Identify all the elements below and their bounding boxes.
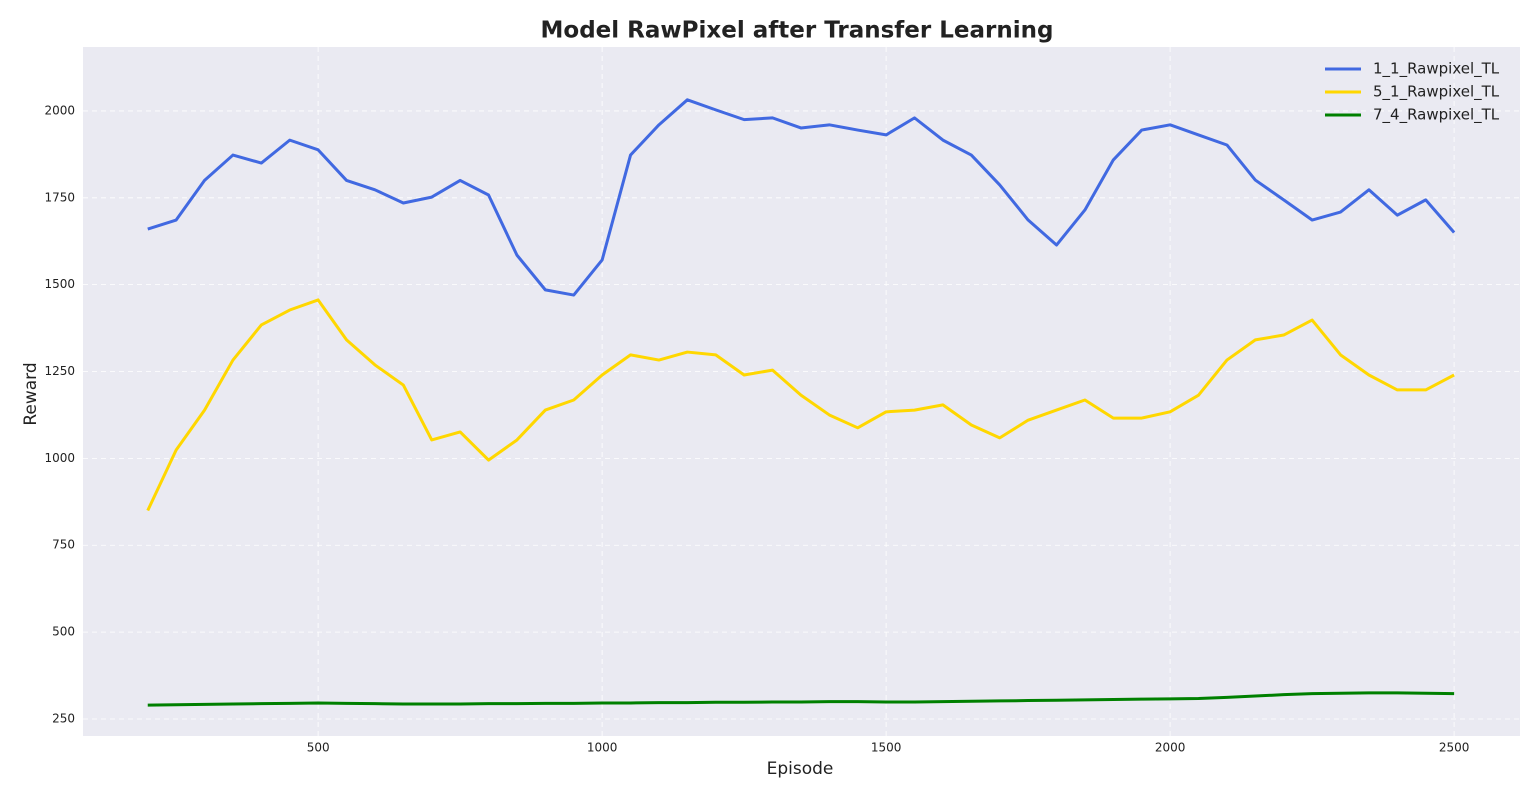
y-axis-label: Reward bbox=[21, 362, 41, 425]
y-tick-label: 1250 bbox=[44, 364, 75, 378]
line-series bbox=[147, 98, 1456, 297]
y-tick-label: 2000 bbox=[44, 103, 75, 117]
x-axis-label: Episode bbox=[767, 759, 834, 779]
y-tick-label: 1000 bbox=[44, 451, 75, 465]
legend-label: 5_1_Rawpixel_TL bbox=[1373, 83, 1500, 102]
y-tick-label: 1500 bbox=[44, 277, 75, 291]
y-tick-label: 1750 bbox=[44, 190, 75, 204]
x-tick-label: 1000 bbox=[587, 741, 618, 755]
y-tick-label: 250 bbox=[52, 711, 75, 725]
x-tick-label: 500 bbox=[307, 741, 330, 755]
y-tick-label: 500 bbox=[52, 625, 75, 639]
x-tick-label: 1500 bbox=[871, 741, 902, 755]
plot-area bbox=[83, 47, 1520, 736]
x-tick-label: 2000 bbox=[1155, 741, 1186, 755]
legend-label: 1_1_Rawpixel_TL bbox=[1373, 60, 1500, 79]
legend-label: 7_4_Rawpixel_TL bbox=[1373, 106, 1500, 125]
line-series bbox=[147, 691, 1455, 707]
x-tick-label: 2500 bbox=[1439, 741, 1470, 755]
chart-title: Model RawPixel after Transfer Learning bbox=[541, 18, 1054, 44]
y-tick-label: 750 bbox=[52, 538, 75, 552]
line-series bbox=[146, 298, 1455, 512]
